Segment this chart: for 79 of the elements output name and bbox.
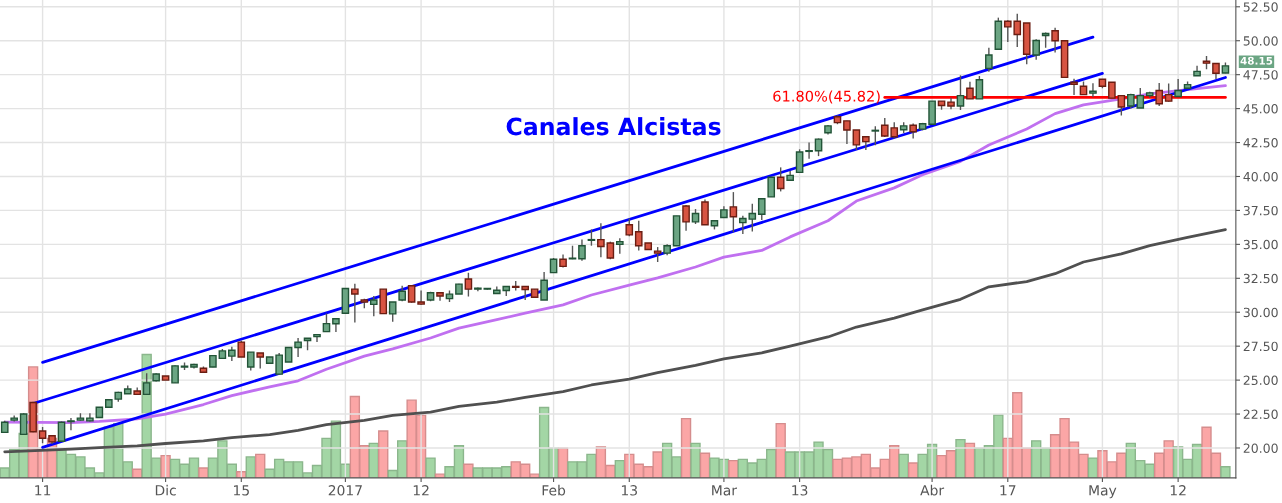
candlestick xyxy=(1032,38,1040,61)
x-tick-label: 11 xyxy=(35,485,51,496)
y-tick-label: 35.00 xyxy=(1243,239,1278,250)
candlestick xyxy=(1051,27,1059,54)
candlestick xyxy=(322,312,331,333)
bar xyxy=(955,438,966,478)
bar xyxy=(463,463,474,478)
candlestick xyxy=(843,120,851,145)
y-tick-label: 32.50 xyxy=(1243,273,1278,284)
candlestick xyxy=(1070,78,1078,96)
bar xyxy=(1220,466,1231,478)
y-tick-label: 20.00 xyxy=(1243,443,1278,453)
candlestick xyxy=(1155,82,1164,107)
candlestick xyxy=(313,333,321,343)
bar xyxy=(728,459,739,478)
bar xyxy=(775,422,786,478)
x-tick-label: Feb xyxy=(542,484,566,496)
y-tick-label: 27.50 xyxy=(1243,341,1278,352)
bar xyxy=(255,453,266,478)
x-tick-label: 2017 xyxy=(328,485,362,496)
candlestick xyxy=(417,289,425,306)
y-tick-label: 40.00 xyxy=(1243,171,1278,182)
x-tick-label: 15 xyxy=(233,485,249,496)
x-tick-label: May xyxy=(1089,485,1117,499)
y-tick-label: 30.00 xyxy=(1243,307,1278,318)
candlestick xyxy=(246,351,255,372)
candlestick xyxy=(975,75,984,100)
text: Canales Alcistas xyxy=(506,117,721,136)
x-tick-label: 17 xyxy=(1000,485,1016,496)
candlestick xyxy=(729,191,738,233)
candlestick xyxy=(852,129,861,151)
y-tick-label: 47.50 xyxy=(1243,70,1278,80)
series-label: 61.80%(45.82) xyxy=(773,90,880,104)
candlestick xyxy=(597,222,605,258)
candlestick xyxy=(388,301,397,323)
x-tick-label: Dic xyxy=(155,484,176,496)
x-tick-label: 12 xyxy=(413,485,429,496)
x-tick-label: Mar xyxy=(712,485,738,496)
candlestick xyxy=(540,271,548,301)
candlestick xyxy=(805,141,813,160)
candlestick xyxy=(767,176,776,198)
y-tick-label: 22.50 xyxy=(1243,409,1278,419)
bar xyxy=(690,442,701,478)
x-tick-label: 12 xyxy=(1170,485,1186,496)
candlestick xyxy=(701,198,709,226)
candlestick xyxy=(1089,82,1097,98)
x-tick-label: Abr xyxy=(920,484,945,496)
candlestick xyxy=(757,198,766,221)
y-tick-label: 45.00 xyxy=(1243,104,1278,114)
candlestick xyxy=(682,204,690,232)
bar xyxy=(198,467,209,478)
line-series xyxy=(3,228,1227,454)
y-tick-label: 42.50 xyxy=(1243,138,1278,148)
bar xyxy=(425,457,436,478)
candlestick xyxy=(294,337,302,358)
y-tick-label: 50.00 xyxy=(1243,36,1278,46)
text: 48.15 xyxy=(1240,56,1273,65)
x-tick-label: 13 xyxy=(621,485,637,496)
y-tick-label: 52.50 xyxy=(1243,2,1278,12)
candlestick xyxy=(956,74,965,111)
y-tick-label: 37.50 xyxy=(1243,205,1278,216)
candlestick xyxy=(351,283,359,324)
candlestick xyxy=(1117,94,1126,117)
candlestick xyxy=(928,100,936,125)
candlestick xyxy=(67,417,75,432)
candlestick xyxy=(369,295,378,317)
candlestick xyxy=(615,237,624,255)
candlestick xyxy=(1164,82,1173,103)
candlestick xyxy=(578,238,586,262)
candlestick xyxy=(985,46,993,73)
x-tick-label: 13 xyxy=(792,485,808,496)
candlestick xyxy=(464,272,473,298)
y-tick-label: 25.00 xyxy=(1243,375,1278,386)
candlestick xyxy=(57,420,66,443)
candlestick xyxy=(142,372,151,396)
candlestick xyxy=(795,148,804,174)
candlestick xyxy=(776,166,785,193)
bar xyxy=(378,430,389,478)
candlestick xyxy=(871,125,880,146)
